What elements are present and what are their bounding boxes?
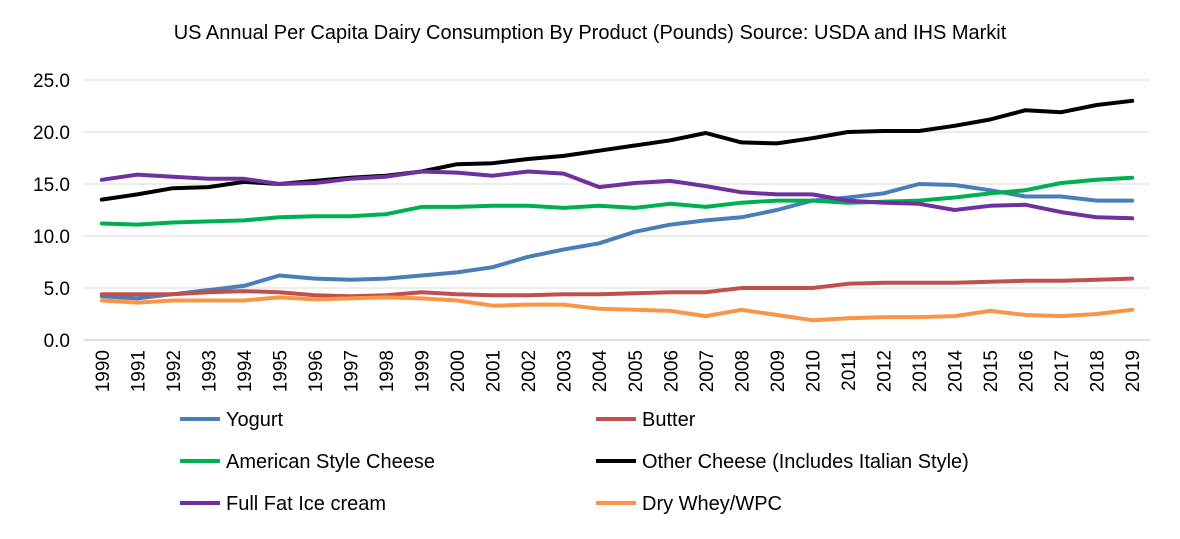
legend-entry: Other Cheese (Includes Italian Style) [642,451,969,473]
x-tick-label: 2016 [1017,350,1038,392]
x-tick-label: 2010 [803,350,824,392]
y-tick-label: 0.0 [44,331,70,352]
x-tick-label: 2015 [981,350,1002,392]
x-tick-label: 2005 [626,350,647,392]
legend-entry: Full Fat Ice cream [226,493,386,515]
x-tick-label: 2013 [910,350,931,392]
x-tick-label: 1998 [377,350,398,392]
legend-entry: Yogurt [226,409,284,431]
x-tick-label: 1990 [93,350,114,392]
x-tick-label: 1996 [306,350,327,392]
series-line-1 [99,276,1135,299]
x-tick-label: 1992 [164,350,185,392]
x-tick-label: 2003 [555,350,576,392]
y-tick-label: 25.0 [33,71,70,92]
x-tick-label: 1999 [413,350,434,392]
legend-entry: Butter [642,409,696,431]
x-tick-label: 1997 [342,350,363,392]
series-line-4 [99,169,1135,221]
x-tick-label: 2017 [1052,350,1073,392]
x-tick-label: 2012 [875,350,896,392]
x-axis-tick-labels: 1990 1991 1992 1993 1994 1995 1996 1997 1998 1999… [93,350,1144,393]
x-tick-label: 2002 [519,350,540,392]
y-tick-label: 10.0 [33,227,70,248]
x-tick-label: 2004 [590,350,611,393]
x-tick-label: 2007 [697,350,718,392]
series-line-5 [99,295,1135,323]
chart-title: US Annual Per Capita Dairy Consumption B… [174,22,1007,44]
x-tick-label: 1993 [199,350,220,392]
x-tick-label: 2019 [1123,350,1144,392]
x-tick-label: 1995 [270,350,291,392]
series-lines [99,98,1135,323]
legend: Yogurt Butter American Style Cheese Other C… [180,409,969,515]
x-tick-label: 1991 [128,350,149,392]
y-axis-tick-labels: 0.0 5.0 10.0 15.0 20.0 25.0 [33,71,70,352]
series-line-0 [99,182,1135,301]
legend-entry: Dry Whey/WPC [642,493,782,515]
x-tick-label: 2018 [1088,350,1109,392]
series-line-2 [99,175,1135,227]
legend-entry: American Style Cheese [226,451,435,473]
x-tick-label: 1994 [235,350,256,393]
x-tick-label: 2006 [661,350,682,392]
y-tick-label: 20.0 [33,123,70,144]
x-tick-label: 2001 [484,350,505,392]
x-tick-label: 2008 [732,350,753,392]
y-tick-label: 5.0 [44,279,70,300]
y-tick-label: 15.0 [33,175,70,196]
x-tick-label: 2009 [768,350,789,392]
x-tick-label: 2000 [448,350,469,392]
x-tick-label: 2014 [946,350,967,393]
x-tick-label: 2011 [839,350,860,391]
